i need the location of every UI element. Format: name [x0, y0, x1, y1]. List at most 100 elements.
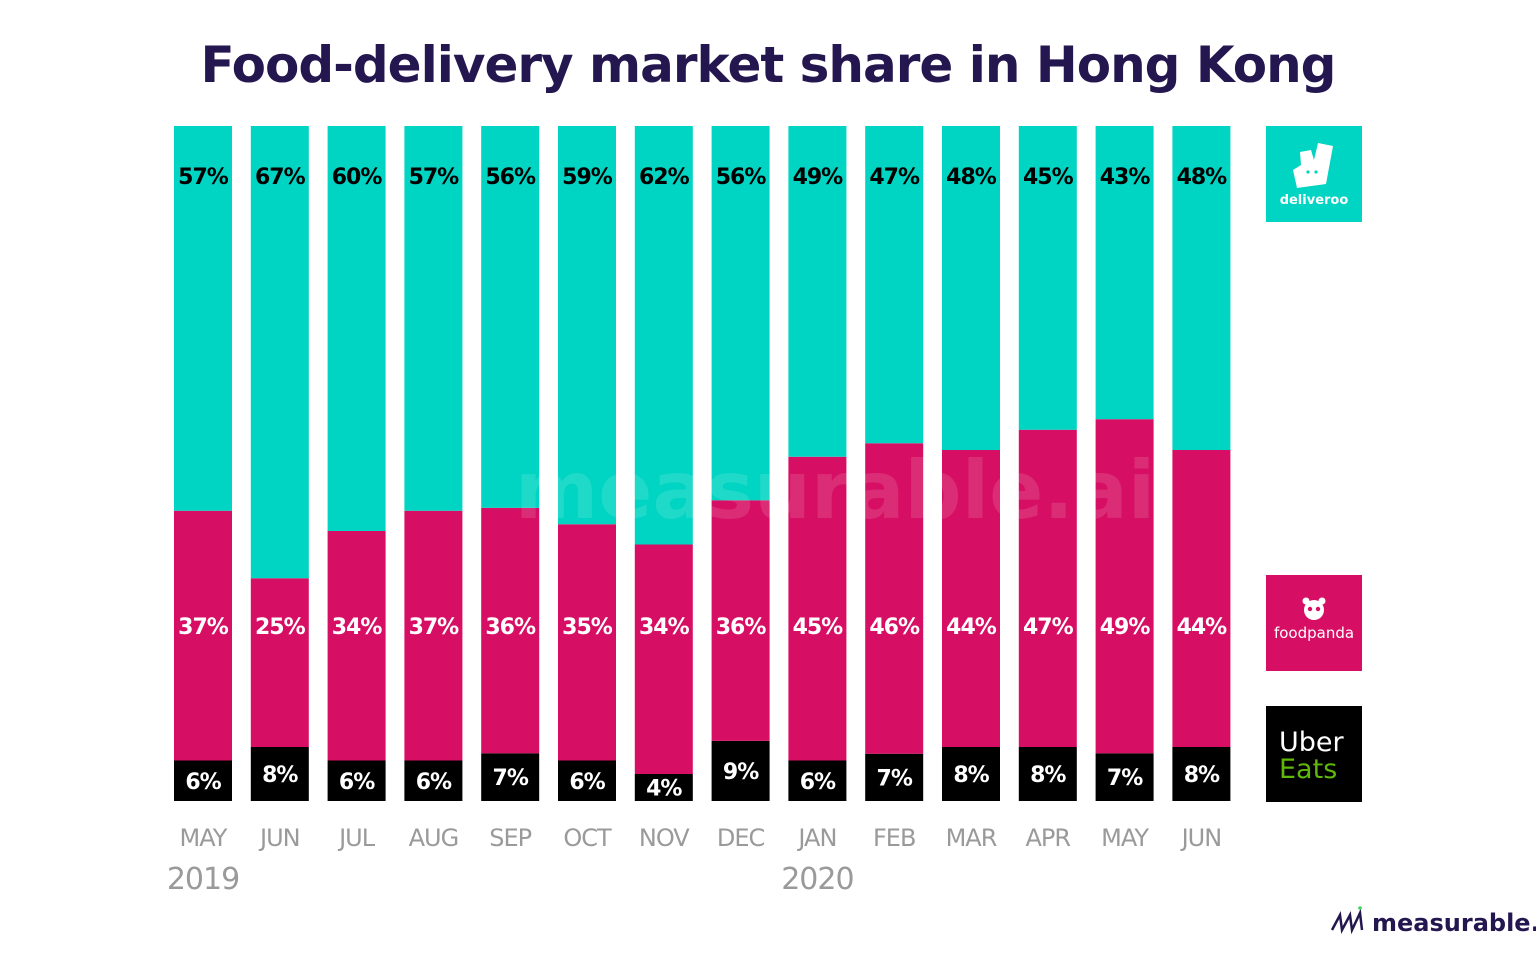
data-label: 44% — [1177, 615, 1228, 640]
x-tick-label: NOV — [639, 824, 690, 852]
data-label: 45% — [1023, 165, 1074, 190]
data-label: 62% — [639, 165, 690, 190]
data-label: 8% — [262, 763, 298, 788]
bar-foodpanda — [1018, 429, 1077, 747]
bar-deliveroo — [634, 126, 693, 545]
bar-foodpanda — [404, 510, 463, 761]
data-label: 8% — [953, 763, 989, 788]
data-label: 37% — [178, 615, 229, 640]
bar-deliveroo — [711, 126, 770, 501]
bar-deliveroo — [865, 126, 924, 444]
bar-foodpanda — [327, 531, 386, 761]
brand-name: measurable.ai — [1372, 909, 1536, 937]
bar-foodpanda — [481, 507, 540, 754]
bar-uber-eats — [634, 774, 693, 801]
year-label: 2020 — [781, 862, 853, 897]
data-label: 60% — [332, 165, 383, 190]
data-label: 59% — [562, 165, 613, 190]
data-label: 67% — [255, 165, 306, 190]
bar-deliveroo — [788, 126, 847, 457]
bar-uber-eats — [788, 760, 847, 801]
bar-deliveroo — [327, 126, 386, 531]
data-label: 49% — [1100, 615, 1151, 640]
panda-icon — [1302, 597, 1326, 620]
bar-deliveroo — [481, 126, 540, 508]
data-label: 36% — [485, 615, 536, 640]
bar-foodpanda — [174, 510, 232, 761]
data-label: 8% — [1184, 763, 1220, 788]
bar-uber-eats — [1018, 747, 1077, 801]
data-label: 6% — [569, 770, 605, 795]
data-label: 49% — [793, 165, 844, 190]
data-label: 35% — [562, 615, 613, 640]
data-label: 6% — [416, 770, 452, 795]
legend-ubereats-line2: Eats — [1279, 754, 1337, 785]
data-label: 47% — [869, 165, 920, 190]
deliveroo-logo-icon — [1293, 143, 1333, 188]
data-label: 7% — [493, 766, 529, 791]
data-label: 34% — [639, 615, 690, 640]
x-tick-label: JUL — [337, 824, 376, 852]
bar-deliveroo — [942, 126, 1000, 450]
bar-foodpanda — [788, 456, 847, 761]
data-label: 44% — [946, 615, 997, 640]
data-label: 56% — [485, 165, 536, 190]
bar-uber-eats — [174, 760, 232, 801]
bar-foodpanda — [711, 500, 770, 741]
x-tick-label: MAY — [180, 824, 228, 852]
x-tick-label: OCT — [563, 824, 612, 852]
data-label: 47% — [1023, 615, 1074, 640]
data-label: 4% — [646, 777, 682, 802]
watermark: measurable.ai — [515, 444, 1155, 537]
bar-foodpanda — [634, 544, 693, 774]
bar-foodpanda — [865, 443, 924, 754]
data-label: 6% — [800, 770, 836, 795]
x-tick-label: DEC — [717, 824, 765, 852]
x-tick-label: SEP — [489, 824, 531, 852]
x-tick-label: AUG — [409, 824, 459, 852]
bar-uber-eats — [404, 760, 463, 801]
legend-ubereats-line1: Uber — [1279, 727, 1345, 758]
bar-deliveroo — [1172, 126, 1231, 450]
bar-uber-eats — [327, 760, 386, 801]
data-label: 45% — [793, 615, 844, 640]
legend-ubereats: Uber Eats — [1266, 706, 1362, 802]
data-label: 8% — [1030, 763, 1066, 788]
bar-foodpanda — [558, 524, 616, 761]
bar-uber-eats — [250, 747, 309, 801]
bar-deliveroo — [174, 126, 232, 511]
x-axis-labels: MAY JUN JUL AUG SEP OCT NOV DEC JAN FEB MAR APR MAY J… — [167, 824, 1222, 897]
bar-foodpanda — [1172, 450, 1231, 747]
data-label: 6% — [185, 770, 221, 795]
bar-uber-eats — [481, 753, 540, 801]
brand-logo: measurable.ai — [1330, 906, 1536, 937]
bar-uber-eats — [558, 760, 616, 801]
data-label: 43% — [1100, 165, 1151, 190]
data-label: 25% — [255, 615, 306, 640]
bar-deliveroo — [250, 126, 309, 579]
data-label: 56% — [716, 165, 767, 190]
bar-uber-eats — [1095, 753, 1154, 801]
x-tick-label: JAN — [796, 824, 836, 852]
legend-deliveroo: deliveroo — [1266, 126, 1362, 222]
x-tick-label: APR — [1026, 824, 1071, 852]
bar-deliveroo — [404, 126, 463, 511]
legend-deliveroo-label: deliveroo — [1280, 193, 1349, 208]
bar-uber-eats — [865, 753, 924, 801]
data-label: 34% — [332, 615, 383, 640]
bar-foodpanda — [250, 578, 309, 747]
legend-foodpanda: foodpanda — [1266, 575, 1362, 671]
data-label: 37% — [409, 615, 460, 640]
bar-uber-eats — [711, 740, 770, 801]
x-tick-label: MAY — [1101, 824, 1149, 852]
data-label: 57% — [178, 165, 229, 190]
data-label: 46% — [869, 615, 920, 640]
x-tick-label: JUN — [1180, 824, 1222, 852]
bar-deliveroo — [1095, 126, 1154, 420]
data-label: 7% — [1107, 766, 1143, 791]
x-tick-label: FEB — [873, 824, 915, 852]
bar-deliveroo — [558, 126, 616, 525]
measurable-logo-icon — [1330, 906, 1364, 935]
legend-foodpanda-label: foodpanda — [1274, 624, 1354, 642]
data-label: 57% — [409, 165, 460, 190]
